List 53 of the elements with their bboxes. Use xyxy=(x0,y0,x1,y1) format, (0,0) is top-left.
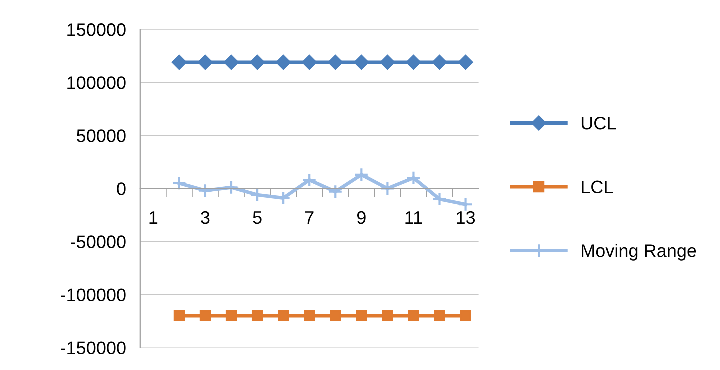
point xyxy=(302,172,317,188)
point xyxy=(200,310,212,322)
y-tick-label: 100000 xyxy=(68,76,126,90)
legend-label: LCL xyxy=(582,180,614,194)
point xyxy=(434,310,446,322)
y-tick-label: -100000 xyxy=(61,288,126,302)
point xyxy=(198,184,213,198)
x-tick-label: 13 xyxy=(457,211,476,224)
point xyxy=(278,310,290,322)
point xyxy=(432,54,448,70)
point xyxy=(458,197,474,212)
point xyxy=(354,168,369,182)
x-tick-label: 7 xyxy=(306,212,314,224)
point xyxy=(174,310,185,322)
point xyxy=(406,170,422,186)
point xyxy=(198,54,214,70)
point xyxy=(226,310,238,322)
x-tick-label: 9 xyxy=(357,211,366,224)
point xyxy=(252,310,264,322)
legend-label: UCL xyxy=(582,116,616,130)
point xyxy=(328,184,343,200)
point xyxy=(302,54,318,70)
point xyxy=(460,310,472,322)
x-tick-label: 5 xyxy=(253,212,262,224)
point xyxy=(432,192,448,207)
point xyxy=(458,54,474,70)
point xyxy=(224,54,240,70)
point xyxy=(250,54,266,70)
point xyxy=(172,54,188,70)
point xyxy=(380,181,395,196)
point xyxy=(328,54,344,70)
point xyxy=(382,310,394,322)
point xyxy=(406,54,422,70)
point xyxy=(224,180,239,195)
point xyxy=(172,176,187,191)
point xyxy=(304,310,316,322)
y-tick-label: 150000 xyxy=(68,24,126,36)
point xyxy=(354,54,370,70)
point xyxy=(408,310,420,322)
x-tick-label: 1 xyxy=(150,212,158,224)
x-tick-label: 11 xyxy=(406,212,422,224)
point xyxy=(380,54,396,70)
point xyxy=(276,190,291,206)
y-tick-label: 0 xyxy=(117,182,126,196)
y-tick-label: 50000 xyxy=(77,130,126,142)
y-tick-label: -150000 xyxy=(61,342,126,355)
point xyxy=(356,310,368,322)
point xyxy=(250,188,265,202)
point xyxy=(276,54,292,70)
x-tick-label: 3 xyxy=(201,211,210,224)
legend-label: Moving Range xyxy=(582,244,696,261)
point xyxy=(330,310,342,322)
y-tick-label: -50000 xyxy=(71,236,126,248)
